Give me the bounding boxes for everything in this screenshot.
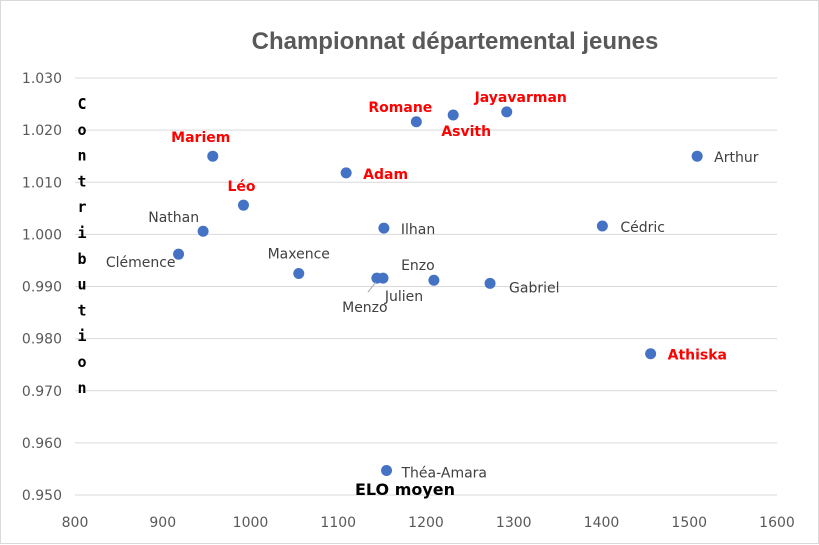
gridlines bbox=[75, 77, 777, 496]
y-axis-title-letter: r bbox=[77, 198, 86, 216]
data-point-adam bbox=[340, 167, 352, 179]
y-axis-title-letter: b bbox=[77, 250, 86, 268]
x-tick-label: 1400 bbox=[584, 515, 620, 531]
x-axis-title: ELO moyen bbox=[355, 480, 455, 499]
y-axis-ticks: 0.950 0.960 0.970 0.980 0.990 1.000 1.010 1.020… bbox=[22, 71, 62, 504]
y-axis-title-letter: u bbox=[77, 276, 86, 294]
point-labels: Mariem Léo Nathan Clémence Maxence Adam Ilhan M… bbox=[106, 90, 759, 482]
point-label: Arthur bbox=[714, 150, 759, 166]
point-label: Clémence bbox=[106, 255, 176, 271]
y-tick-label: 0.970 bbox=[22, 384, 62, 400]
x-tick-label: 1000 bbox=[233, 515, 269, 531]
y-tick-label: 0.960 bbox=[22, 436, 62, 452]
y-axis-title-letter: C bbox=[77, 95, 86, 113]
x-tick-label: 1100 bbox=[320, 515, 356, 531]
point-label: Enzo bbox=[401, 258, 435, 274]
data-point-romane bbox=[410, 116, 422, 128]
data-point-maxence bbox=[293, 267, 305, 279]
y-tick-label: 1.030 bbox=[22, 71, 62, 87]
data-point-nathan bbox=[197, 225, 209, 237]
point-label: Mariem bbox=[171, 130, 230, 146]
data-point-jayavarman bbox=[501, 106, 513, 118]
chart-title: Championnat départemental jeunes bbox=[252, 28, 659, 55]
data-point-mariem bbox=[207, 150, 219, 162]
y-axis-title-letter: n bbox=[77, 147, 86, 165]
point-label: Asvith bbox=[441, 124, 491, 140]
x-axis-ticks: 800 900 1000 1100 1200 1300 1400 1500 1600 bbox=[62, 515, 795, 531]
data-points bbox=[173, 106, 703, 477]
x-tick-label: 1600 bbox=[759, 515, 795, 531]
data-point-théa-amara bbox=[381, 465, 393, 477]
y-tick-label: 1.000 bbox=[22, 227, 62, 243]
y-tick-label: 0.950 bbox=[22, 488, 62, 504]
point-label: Théa-Amara bbox=[401, 466, 488, 482]
x-tick-label: 800 bbox=[62, 515, 89, 531]
data-point-asvith bbox=[447, 109, 459, 121]
data-point-arthur bbox=[691, 150, 703, 162]
point-label: Gabriel bbox=[509, 280, 559, 296]
y-tick-label: 0.990 bbox=[22, 280, 62, 296]
point-label: Maxence bbox=[268, 246, 330, 262]
y-axis-title-letter: i bbox=[77, 224, 86, 242]
leader-line bbox=[367, 281, 377, 293]
x-tick-label: 1200 bbox=[408, 515, 444, 531]
point-label: Cédric bbox=[620, 220, 665, 236]
point-label: Athiska bbox=[668, 348, 727, 364]
point-label: Menzo bbox=[342, 300, 387, 316]
point-label: Julien bbox=[384, 289, 423, 305]
data-point-clémence bbox=[173, 248, 185, 260]
y-tick-label: 0.980 bbox=[22, 332, 62, 348]
point-label: Jayavarman bbox=[474, 90, 567, 106]
data-point-ilhan bbox=[378, 222, 390, 234]
point-label: Ilhan bbox=[401, 222, 435, 238]
y-axis-title-letter: t bbox=[77, 301, 86, 319]
y-axis-title-letter: o bbox=[77, 353, 86, 371]
data-point-enzo bbox=[428, 274, 440, 286]
y-axis-title-letter: n bbox=[77, 379, 86, 397]
point-label: Léo bbox=[227, 179, 255, 195]
data-point-cédric bbox=[596, 220, 608, 232]
point-label: Nathan bbox=[148, 210, 199, 226]
y-tick-label: 1.010 bbox=[22, 175, 62, 191]
data-point-léo bbox=[237, 199, 249, 211]
point-label: Romane bbox=[368, 100, 432, 116]
y-axis-title-letter: t bbox=[77, 172, 86, 190]
data-point-athiska bbox=[645, 348, 657, 360]
data-point-julien bbox=[377, 272, 389, 284]
y-tick-label: 1.020 bbox=[22, 123, 62, 139]
x-tick-label: 900 bbox=[149, 515, 176, 531]
x-tick-label: 1300 bbox=[496, 515, 532, 531]
y-axis-title-letter: o bbox=[77, 121, 86, 139]
data-point-gabriel bbox=[484, 277, 496, 289]
point-label: Adam bbox=[363, 167, 408, 183]
x-tick-label: 1500 bbox=[671, 515, 707, 531]
y-axis-title-letter: i bbox=[77, 327, 86, 345]
